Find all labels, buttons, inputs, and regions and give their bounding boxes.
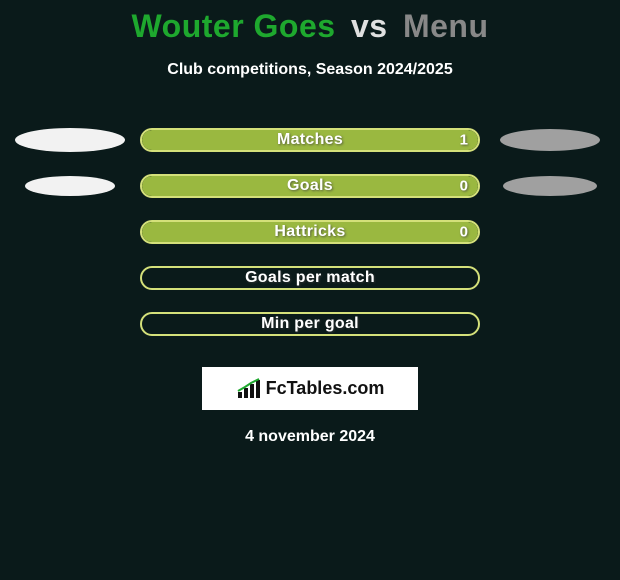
title-left: Wouter Goes bbox=[132, 8, 336, 44]
stat-label: Min per goal bbox=[142, 315, 478, 333]
stat-label: Matches bbox=[142, 131, 478, 149]
stat-label: Goals bbox=[142, 177, 478, 195]
stat-bar: Min per goal bbox=[140, 312, 480, 336]
stat-bar: Goals per match bbox=[140, 266, 480, 290]
right-ellipse-col bbox=[480, 312, 620, 336]
left-ellipse-icon bbox=[15, 128, 125, 152]
title-mid: vs bbox=[351, 8, 388, 44]
left-ellipse-col bbox=[0, 128, 140, 152]
left-ellipse-col bbox=[0, 266, 140, 290]
stat-row: Goals per match bbox=[0, 255, 620, 301]
left-ellipse-col bbox=[0, 220, 140, 244]
stat-value: 0 bbox=[460, 224, 468, 241]
logo: FcTables.com bbox=[236, 378, 385, 400]
stat-label: Goals per match bbox=[142, 269, 478, 287]
right-ellipse-col bbox=[480, 266, 620, 290]
page-title: Wouter Goes vs Menu bbox=[0, 0, 620, 45]
right-ellipse-col bbox=[480, 128, 620, 152]
stat-label: Hattricks bbox=[142, 223, 478, 241]
stat-bar: Hattricks0 bbox=[140, 220, 480, 244]
right-ellipse-col bbox=[480, 220, 620, 244]
stat-bar: Goals0 bbox=[140, 174, 480, 198]
title-right: Menu bbox=[403, 8, 489, 44]
right-ellipse-icon bbox=[500, 129, 600, 151]
left-ellipse-col bbox=[0, 312, 140, 336]
stat-row: Matches1 bbox=[0, 117, 620, 163]
stat-row: Goals0 bbox=[0, 163, 620, 209]
logo-chart-icon bbox=[236, 378, 262, 400]
logo-text: FcTables.com bbox=[266, 378, 385, 399]
right-ellipse-icon bbox=[503, 176, 597, 196]
stat-bar: Matches1 bbox=[140, 128, 480, 152]
logo-box: FcTables.com bbox=[202, 367, 418, 410]
stat-value: 1 bbox=[460, 132, 468, 149]
stat-rows: Matches1Goals0Hattricks0Goals per matchM… bbox=[0, 117, 620, 347]
left-ellipse-col bbox=[0, 174, 140, 198]
stat-row: Hattricks0 bbox=[0, 209, 620, 255]
stat-value: 0 bbox=[460, 178, 468, 195]
date-text: 4 november 2024 bbox=[0, 428, 620, 446]
stat-row: Min per goal bbox=[0, 301, 620, 347]
subtitle: Club competitions, Season 2024/2025 bbox=[0, 61, 620, 79]
right-ellipse-col bbox=[480, 174, 620, 198]
left-ellipse-icon bbox=[25, 176, 115, 196]
